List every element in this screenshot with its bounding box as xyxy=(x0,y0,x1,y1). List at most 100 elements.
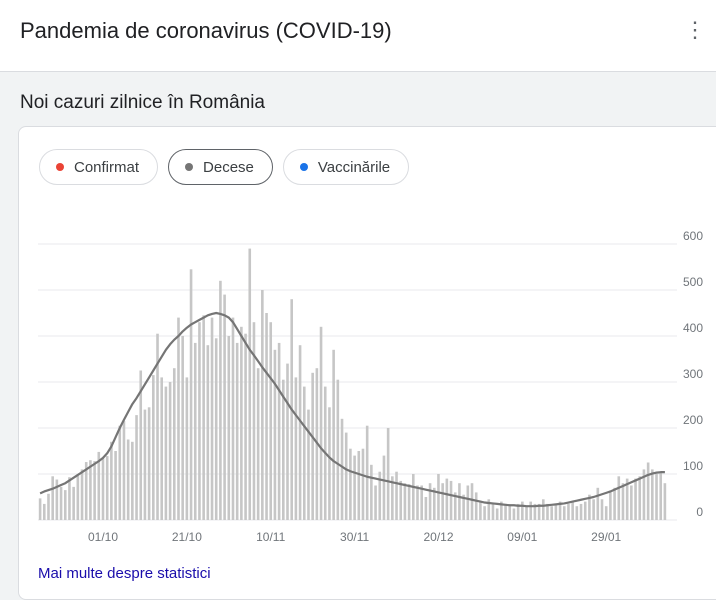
daily-bar xyxy=(101,458,105,520)
daily-bar xyxy=(277,342,281,520)
x-tick-label: 20/12 xyxy=(423,530,453,544)
daily-bar xyxy=(479,501,482,520)
daily-bar xyxy=(634,478,637,520)
y-tick-label: 300 xyxy=(683,367,703,381)
more-options-icon[interactable]: ⋮ xyxy=(684,17,708,42)
daily-bar xyxy=(223,294,226,520)
daily-bar xyxy=(646,462,650,520)
daily-bar xyxy=(609,492,612,520)
daily-bar xyxy=(248,248,252,520)
daily-bar xyxy=(583,501,587,520)
daily-bar xyxy=(663,483,667,520)
daily-bar xyxy=(412,474,415,520)
daily-bar xyxy=(139,370,143,520)
daily-bar xyxy=(177,317,180,520)
daily-bar xyxy=(567,503,570,520)
daily-bar xyxy=(651,469,654,520)
daily-bar xyxy=(38,498,42,520)
daily-bar xyxy=(131,441,134,520)
daily-bar xyxy=(625,478,629,520)
x-tick-label: 30/11 xyxy=(340,530,369,544)
y-tick-label: 500 xyxy=(683,275,703,289)
daily-bar xyxy=(202,315,205,520)
daily-bar xyxy=(508,506,512,520)
y-tick-label: 400 xyxy=(683,321,703,335)
daily-bar xyxy=(172,368,176,520)
daily-bar xyxy=(240,326,243,520)
daily-bar xyxy=(185,377,189,520)
daily-bar xyxy=(617,476,621,520)
daily-bar xyxy=(558,501,562,520)
x-tick-label: 09/01 xyxy=(507,530,537,544)
daily-bar xyxy=(59,486,63,520)
metric-chips: Confirmat Decese Vaccinările xyxy=(39,149,410,185)
daily-bar xyxy=(432,487,436,520)
daily-bar xyxy=(114,451,117,520)
daily-bar xyxy=(307,409,310,520)
daily-bar xyxy=(386,428,390,520)
daily-bar xyxy=(42,503,46,520)
daily-bar xyxy=(336,379,340,520)
x-tick-label: 29/01 xyxy=(591,530,621,544)
daily-bar xyxy=(374,485,377,520)
daily-bar xyxy=(428,483,432,520)
daily-bar xyxy=(370,464,373,520)
daily-bar xyxy=(642,469,646,520)
daily-bar xyxy=(93,461,96,520)
daily-bar xyxy=(638,476,642,520)
daily-bar xyxy=(579,503,583,520)
daily-bar xyxy=(529,501,533,520)
header: Pandemia de coronavirus (COVID-19) ⋮ xyxy=(0,0,716,72)
more-statistics-link[interactable]: Mai multe despre statistici xyxy=(38,565,211,582)
daily-bar xyxy=(219,280,222,520)
daily-bar xyxy=(147,407,151,520)
daily-bar xyxy=(198,322,201,520)
daily-bar xyxy=(474,492,478,520)
x-tick-label: 01/10 xyxy=(88,530,118,544)
daily-bar xyxy=(600,499,604,520)
daily-bar xyxy=(63,490,67,520)
daily-bar xyxy=(621,483,625,520)
daily-bar xyxy=(391,476,394,520)
y-tick-label: 200 xyxy=(683,413,703,427)
chip-vaccinations[interactable]: Vaccinările xyxy=(282,149,410,185)
daily-bar xyxy=(592,499,595,520)
chip-label: Vaccinările xyxy=(317,158,391,176)
daily-bar xyxy=(265,313,268,520)
daily-bar xyxy=(630,485,633,520)
daily-bar xyxy=(47,493,50,520)
daily-bar xyxy=(445,478,449,520)
daily-bar xyxy=(89,460,92,520)
page-title: Pandemia de coronavirus (COVID-19) xyxy=(20,18,392,43)
daily-bar xyxy=(462,494,465,520)
daily-bar xyxy=(562,506,566,520)
daily-bar xyxy=(332,349,335,520)
daily-bar xyxy=(168,382,172,520)
daily-bar xyxy=(533,503,537,520)
daily-bar xyxy=(349,448,352,520)
daily-bar xyxy=(365,425,369,520)
daily-bar xyxy=(231,317,235,520)
daily-bar xyxy=(84,462,88,520)
y-tick-label: 600 xyxy=(683,229,703,243)
daily-bar xyxy=(118,425,122,520)
section-title: Noi cazuri zilnice în România xyxy=(20,92,265,113)
chip-confirmed[interactable]: Confirmat xyxy=(39,149,159,185)
daily-bar xyxy=(449,480,453,520)
daily-bar xyxy=(282,379,285,520)
daily-bar xyxy=(261,290,264,520)
daily-bar xyxy=(189,269,193,520)
daily-bar xyxy=(227,336,231,520)
daily-bar xyxy=(319,326,323,520)
daily-bar xyxy=(122,421,126,520)
chip-deaths[interactable]: Decese xyxy=(168,149,273,185)
daily-bar xyxy=(395,471,398,520)
daily-bar xyxy=(550,506,553,520)
daily-bar xyxy=(235,342,239,520)
daily-bar xyxy=(596,487,600,520)
daily-bar xyxy=(51,476,54,520)
daily-bar xyxy=(105,456,109,520)
daily-bar xyxy=(495,508,499,520)
daily-bar xyxy=(554,503,558,520)
daily-bar xyxy=(458,483,461,520)
